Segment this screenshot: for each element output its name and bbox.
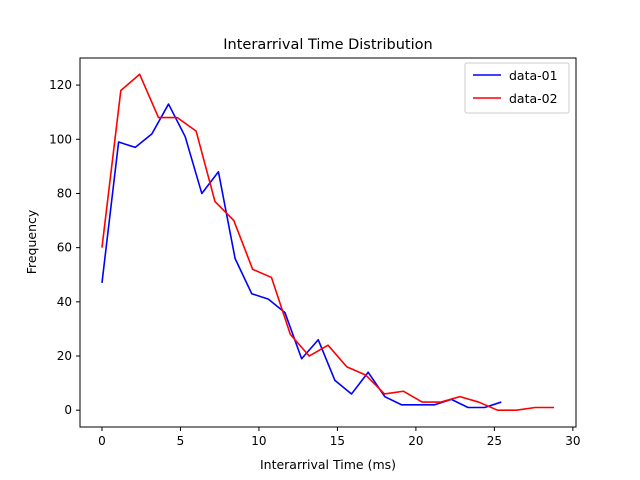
y-tick-label: 120 [49,78,72,92]
legend-label-data-02: data-02 [509,91,558,106]
y-tick-label: 80 [57,186,72,200]
x-tick-label: 5 [177,434,185,448]
x-tick-label: 30 [565,434,580,448]
legend: data-01 data-02 [464,62,570,114]
y-tick-label: 100 [49,132,72,146]
plot-frame [79,57,577,428]
x-axis-label: Interarrival Time (ms) [260,457,396,472]
x-tick-label: 20 [408,434,423,448]
series-line-data-02 [101,73,555,412]
y-axis-ticks: 0 20 40 60 80 100 120 [49,78,80,417]
x-tick-label: 0 [98,434,106,448]
y-tick-label: 60 [57,241,72,255]
x-tick-label: 15 [330,434,345,448]
y-tick-label: 0 [64,403,72,417]
series-line-data-01 [101,103,502,409]
y-tick-label: 40 [57,295,72,309]
legend-label-data-01: data-01 [509,68,558,83]
x-axis-ticks: 0 5 10 15 20 25 30 [98,427,581,448]
y-axis-label: Frequency [24,209,39,274]
series-layer [101,73,555,412]
x-tick-label: 10 [251,434,266,448]
chart-title: Interarrival Time Distribution [223,37,432,53]
y-tick-label: 20 [57,349,72,363]
x-tick-label: 25 [487,434,502,448]
